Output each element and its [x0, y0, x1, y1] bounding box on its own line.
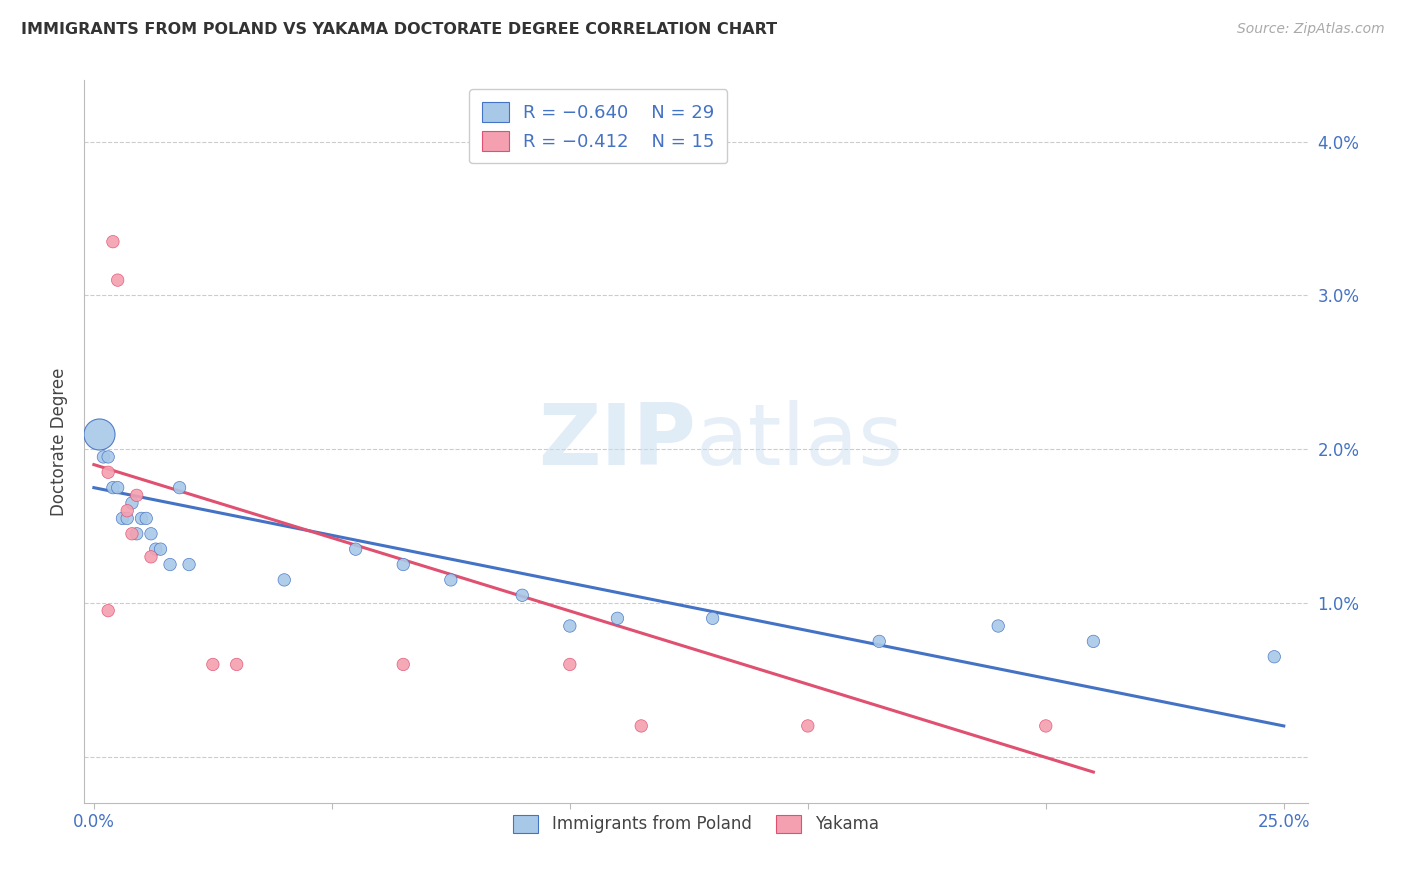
Point — [392, 558, 415, 572]
Legend: Immigrants from Poland, Yakama: Immigrants from Poland, Yakama — [502, 803, 890, 845]
Y-axis label: Doctorate Degree: Doctorate Degree — [49, 368, 67, 516]
Point — [111, 511, 134, 525]
Point — [135, 511, 157, 525]
Point — [702, 611, 724, 625]
Point — [97, 465, 120, 479]
Text: Source: ZipAtlas.com: Source: ZipAtlas.com — [1237, 22, 1385, 37]
Point — [93, 450, 115, 464]
Point — [440, 573, 463, 587]
Point — [797, 719, 820, 733]
Point — [558, 657, 581, 672]
Point — [1263, 649, 1285, 664]
Point — [273, 573, 295, 587]
Point — [201, 657, 224, 672]
Point — [107, 273, 129, 287]
Point — [987, 619, 1010, 633]
Point — [107, 481, 129, 495]
Text: atlas: atlas — [696, 400, 904, 483]
Point — [101, 235, 124, 249]
Point — [139, 549, 162, 564]
Text: ZIP: ZIP — [538, 400, 696, 483]
Point — [121, 526, 143, 541]
Point — [1035, 719, 1057, 733]
Point — [558, 619, 581, 633]
Point — [169, 481, 191, 495]
Point — [101, 481, 124, 495]
Point — [115, 504, 138, 518]
Point — [177, 558, 200, 572]
Point — [344, 542, 367, 557]
Point — [97, 450, 120, 464]
Point — [868, 634, 890, 648]
Text: IMMIGRANTS FROM POLAND VS YAKAMA DOCTORATE DEGREE CORRELATION CHART: IMMIGRANTS FROM POLAND VS YAKAMA DOCTORA… — [21, 22, 778, 37]
Point — [606, 611, 628, 625]
Point — [225, 657, 247, 672]
Point — [1083, 634, 1105, 648]
Point — [392, 657, 415, 672]
Point — [159, 558, 181, 572]
Point — [149, 542, 172, 557]
Point — [125, 526, 148, 541]
Point — [510, 588, 533, 602]
Point — [97, 604, 120, 618]
Point — [145, 542, 167, 557]
Point — [115, 511, 138, 525]
Point — [131, 511, 153, 525]
Point — [630, 719, 652, 733]
Point — [139, 526, 162, 541]
Point — [125, 488, 148, 502]
Point — [121, 496, 143, 510]
Point — [87, 426, 110, 441]
